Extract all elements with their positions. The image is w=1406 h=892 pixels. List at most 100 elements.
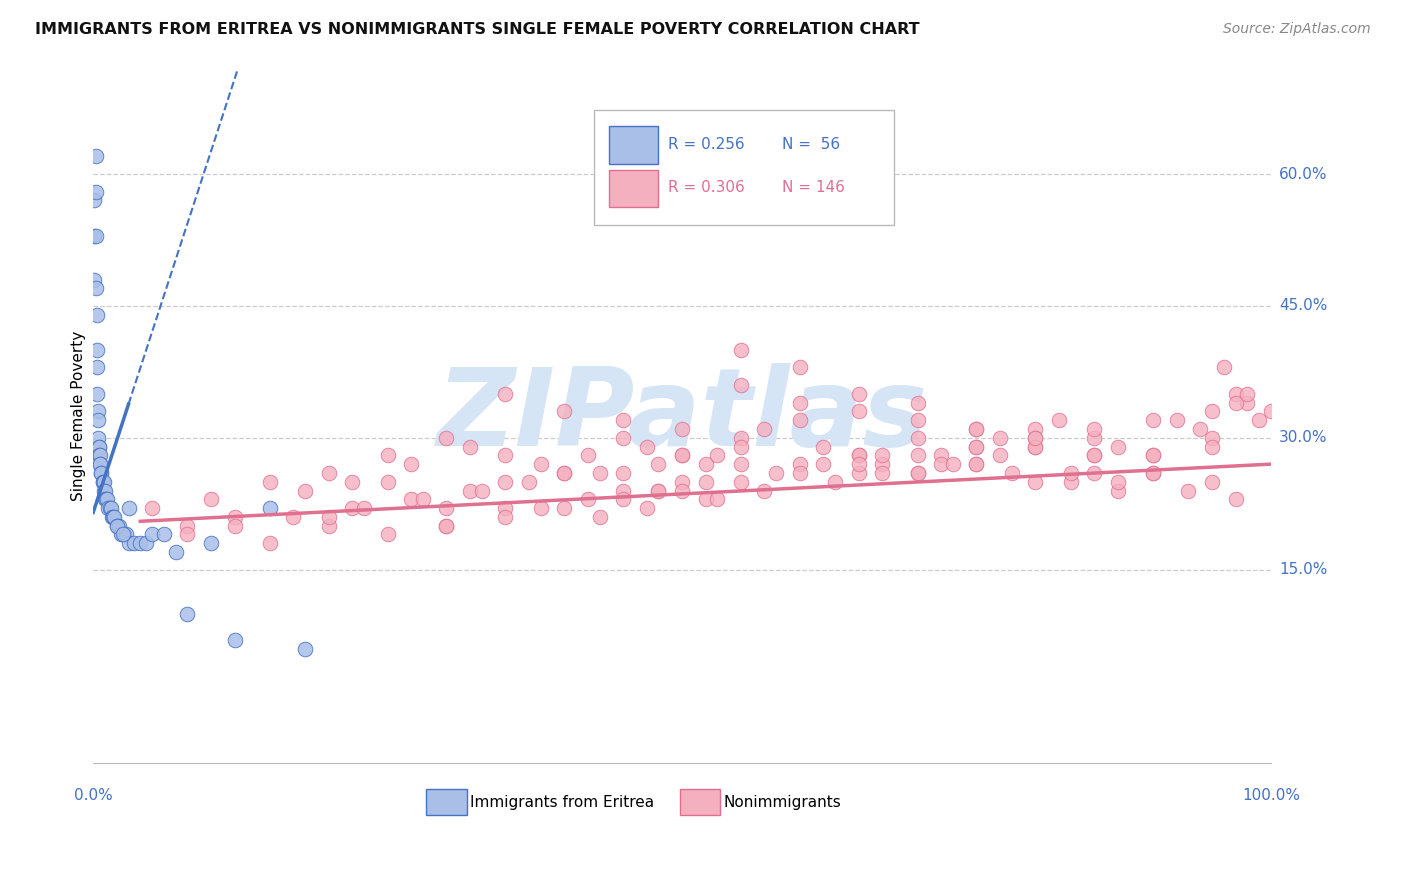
Point — [1189, 422, 1212, 436]
Y-axis label: Single Female Poverty: Single Female Poverty — [72, 331, 86, 501]
Point — [353, 501, 375, 516]
Point — [530, 501, 553, 516]
Point — [988, 448, 1011, 462]
Point — [176, 527, 198, 541]
Point — [342, 501, 364, 516]
Point — [494, 386, 516, 401]
Point — [730, 475, 752, 489]
Point — [988, 431, 1011, 445]
Point — [84, 281, 107, 295]
Point — [966, 440, 988, 454]
Point — [966, 440, 988, 454]
Point — [517, 475, 540, 489]
Point — [907, 431, 929, 445]
Point — [200, 536, 222, 550]
Point — [399, 457, 422, 471]
Point — [94, 492, 117, 507]
Point — [1201, 404, 1223, 418]
Point — [1024, 431, 1046, 445]
Point — [636, 501, 658, 516]
Point — [730, 440, 752, 454]
Point — [907, 448, 929, 462]
Point — [87, 440, 110, 454]
Point — [318, 509, 340, 524]
Point — [588, 509, 610, 524]
Point — [96, 492, 118, 507]
Point — [83, 228, 105, 243]
Point — [117, 501, 139, 516]
Point — [1236, 386, 1258, 401]
Point — [848, 404, 870, 418]
Point — [1142, 466, 1164, 480]
Point — [706, 448, 728, 462]
Point — [1142, 448, 1164, 462]
Point — [695, 492, 717, 507]
Point — [612, 413, 634, 427]
FancyBboxPatch shape — [593, 111, 894, 225]
Point — [870, 448, 893, 462]
Point — [848, 448, 870, 462]
Point — [966, 457, 988, 471]
Point — [636, 440, 658, 454]
Point — [342, 475, 364, 489]
Point — [671, 448, 693, 462]
Point — [966, 422, 988, 436]
Text: R = 0.306: R = 0.306 — [668, 180, 745, 195]
Point — [436, 501, 458, 516]
Point — [412, 492, 434, 507]
Point — [647, 483, 669, 498]
Point — [93, 483, 115, 498]
Text: 100.0%: 100.0% — [1241, 788, 1301, 803]
Point — [1083, 448, 1105, 462]
Point — [101, 509, 124, 524]
Point — [94, 492, 117, 507]
Text: 15.0%: 15.0% — [1279, 562, 1327, 577]
Point — [588, 466, 610, 480]
Point — [1225, 492, 1247, 507]
Text: Immigrants from Eritrea: Immigrants from Eritrea — [470, 795, 654, 810]
Point — [730, 457, 752, 471]
Point — [141, 527, 163, 541]
Point — [553, 466, 575, 480]
Point — [754, 483, 776, 498]
Point — [91, 475, 114, 489]
Point — [929, 448, 952, 462]
Point — [98, 501, 121, 516]
Point — [1047, 413, 1070, 427]
Point — [87, 440, 110, 454]
Point — [89, 457, 111, 471]
Point — [530, 457, 553, 471]
Point — [86, 386, 108, 401]
Text: N = 146: N = 146 — [782, 180, 845, 195]
Point — [318, 518, 340, 533]
Point — [1001, 466, 1024, 480]
Point — [436, 518, 458, 533]
Point — [576, 492, 599, 507]
Point — [1236, 395, 1258, 409]
Point — [765, 466, 787, 480]
Point — [494, 475, 516, 489]
Point — [789, 466, 811, 480]
Point — [84, 228, 107, 243]
Point — [399, 492, 422, 507]
Point — [553, 466, 575, 480]
Point — [848, 457, 870, 471]
Point — [87, 431, 110, 445]
Point — [90, 466, 112, 480]
Point — [93, 475, 115, 489]
Text: Nonimmigrants: Nonimmigrants — [723, 795, 841, 810]
Point — [87, 448, 110, 462]
Point — [647, 483, 669, 498]
Point — [377, 475, 399, 489]
Point — [612, 431, 634, 445]
Point — [942, 457, 965, 471]
Point — [553, 404, 575, 418]
Text: 30.0%: 30.0% — [1279, 430, 1327, 445]
Point — [115, 527, 138, 541]
Text: R = 0.256: R = 0.256 — [668, 136, 745, 152]
Point — [1083, 466, 1105, 480]
Point — [1083, 431, 1105, 445]
Point — [91, 475, 114, 489]
Point — [966, 422, 988, 436]
Point — [1024, 422, 1046, 436]
